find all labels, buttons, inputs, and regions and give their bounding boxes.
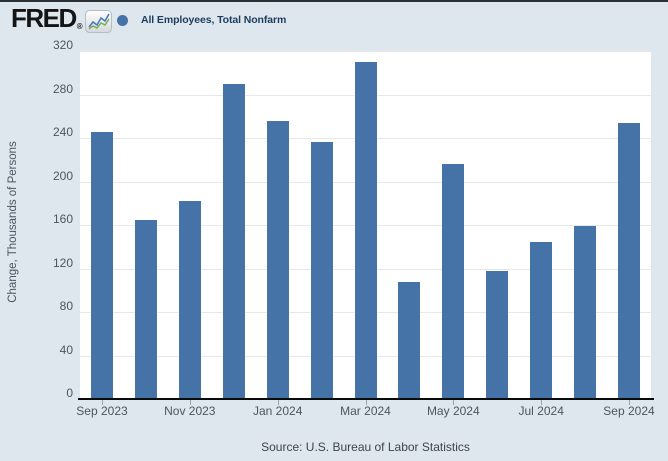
plot-area xyxy=(80,51,651,399)
bar-aug-2024[interactable] xyxy=(574,226,597,399)
legend: All Employees, Total Nonfarm xyxy=(117,12,286,28)
bar-sep-2023[interactable] xyxy=(91,131,113,399)
y-axis-tick-label-240: 240 xyxy=(52,125,73,139)
bar-mar-2024[interactable] xyxy=(354,61,377,399)
x-axis-tick xyxy=(189,400,191,405)
bar-oct-2023[interactable] xyxy=(134,219,157,399)
fred-logo: FRED® xyxy=(11,3,83,38)
bar-dec-2023[interactable] xyxy=(222,83,245,399)
y-axis-tick-label-160: 160 xyxy=(52,212,73,226)
bar-nov-2023[interactable] xyxy=(178,201,201,399)
bar-apr-2024[interactable] xyxy=(398,281,421,399)
x-axis-tick-label-nov-2023: Nov 2023 xyxy=(164,404,216,418)
bar-jun-2024[interactable] xyxy=(486,270,509,399)
y-axis-tick-label-0: 0 xyxy=(66,386,73,400)
x-axis-tick xyxy=(365,400,367,405)
gridline-y-320 xyxy=(80,51,651,52)
y-axis-tick-label-200: 200 xyxy=(52,168,73,183)
x-axis-tick xyxy=(629,400,630,405)
y-axis-tick-label-40: 40 xyxy=(59,342,73,357)
source-note: Source: U.S. Bureau of Labor Statistics xyxy=(261,440,470,454)
fred-logo-text: FRED xyxy=(11,3,77,33)
window-top-border xyxy=(0,0,668,2)
x-axis-line xyxy=(78,398,654,400)
x-axis-tick-label-jul-2024: Jul 2024 xyxy=(518,404,564,418)
x-axis-tick-label-sep-2024: Sep 2024 xyxy=(603,404,655,418)
x-axis-tick xyxy=(541,400,543,405)
bar-jul-2024[interactable] xyxy=(530,242,553,399)
x-axis-tick-label-jan-2024: Jan 2024 xyxy=(252,404,303,418)
x-axis-tick-label-sep-2023: Sep 2023 xyxy=(76,404,128,418)
x-axis-tick xyxy=(453,400,455,405)
bar-may-2024[interactable] xyxy=(442,164,465,399)
fred-line-chart-icon xyxy=(85,10,112,33)
x-axis-tick-label-mar-2024: Mar 2024 xyxy=(340,404,391,418)
registered-trademark: ® xyxy=(76,22,83,31)
bar-sep-2024[interactable] xyxy=(618,122,640,399)
legend-series-label: All Employees, Total Nonfarm xyxy=(141,14,287,26)
legend-series-dot-icon xyxy=(117,14,128,26)
x-axis-tick xyxy=(277,400,279,405)
y-axis-tick-label-80: 80 xyxy=(59,299,73,313)
y-axis-tick-label-120: 120 xyxy=(52,255,73,270)
y-axis-title: Change, Thousands of Persons xyxy=(7,141,19,303)
bar-jan-2024[interactable] xyxy=(266,120,289,399)
bar-feb-2024[interactable] xyxy=(310,142,333,399)
x-axis-tick xyxy=(102,400,103,405)
y-axis-tick-label-320: 320 xyxy=(52,38,73,52)
y-axis-tick-label-280: 280 xyxy=(52,81,73,96)
x-axis-tick-label-may-2024: May 2024 xyxy=(426,404,480,418)
